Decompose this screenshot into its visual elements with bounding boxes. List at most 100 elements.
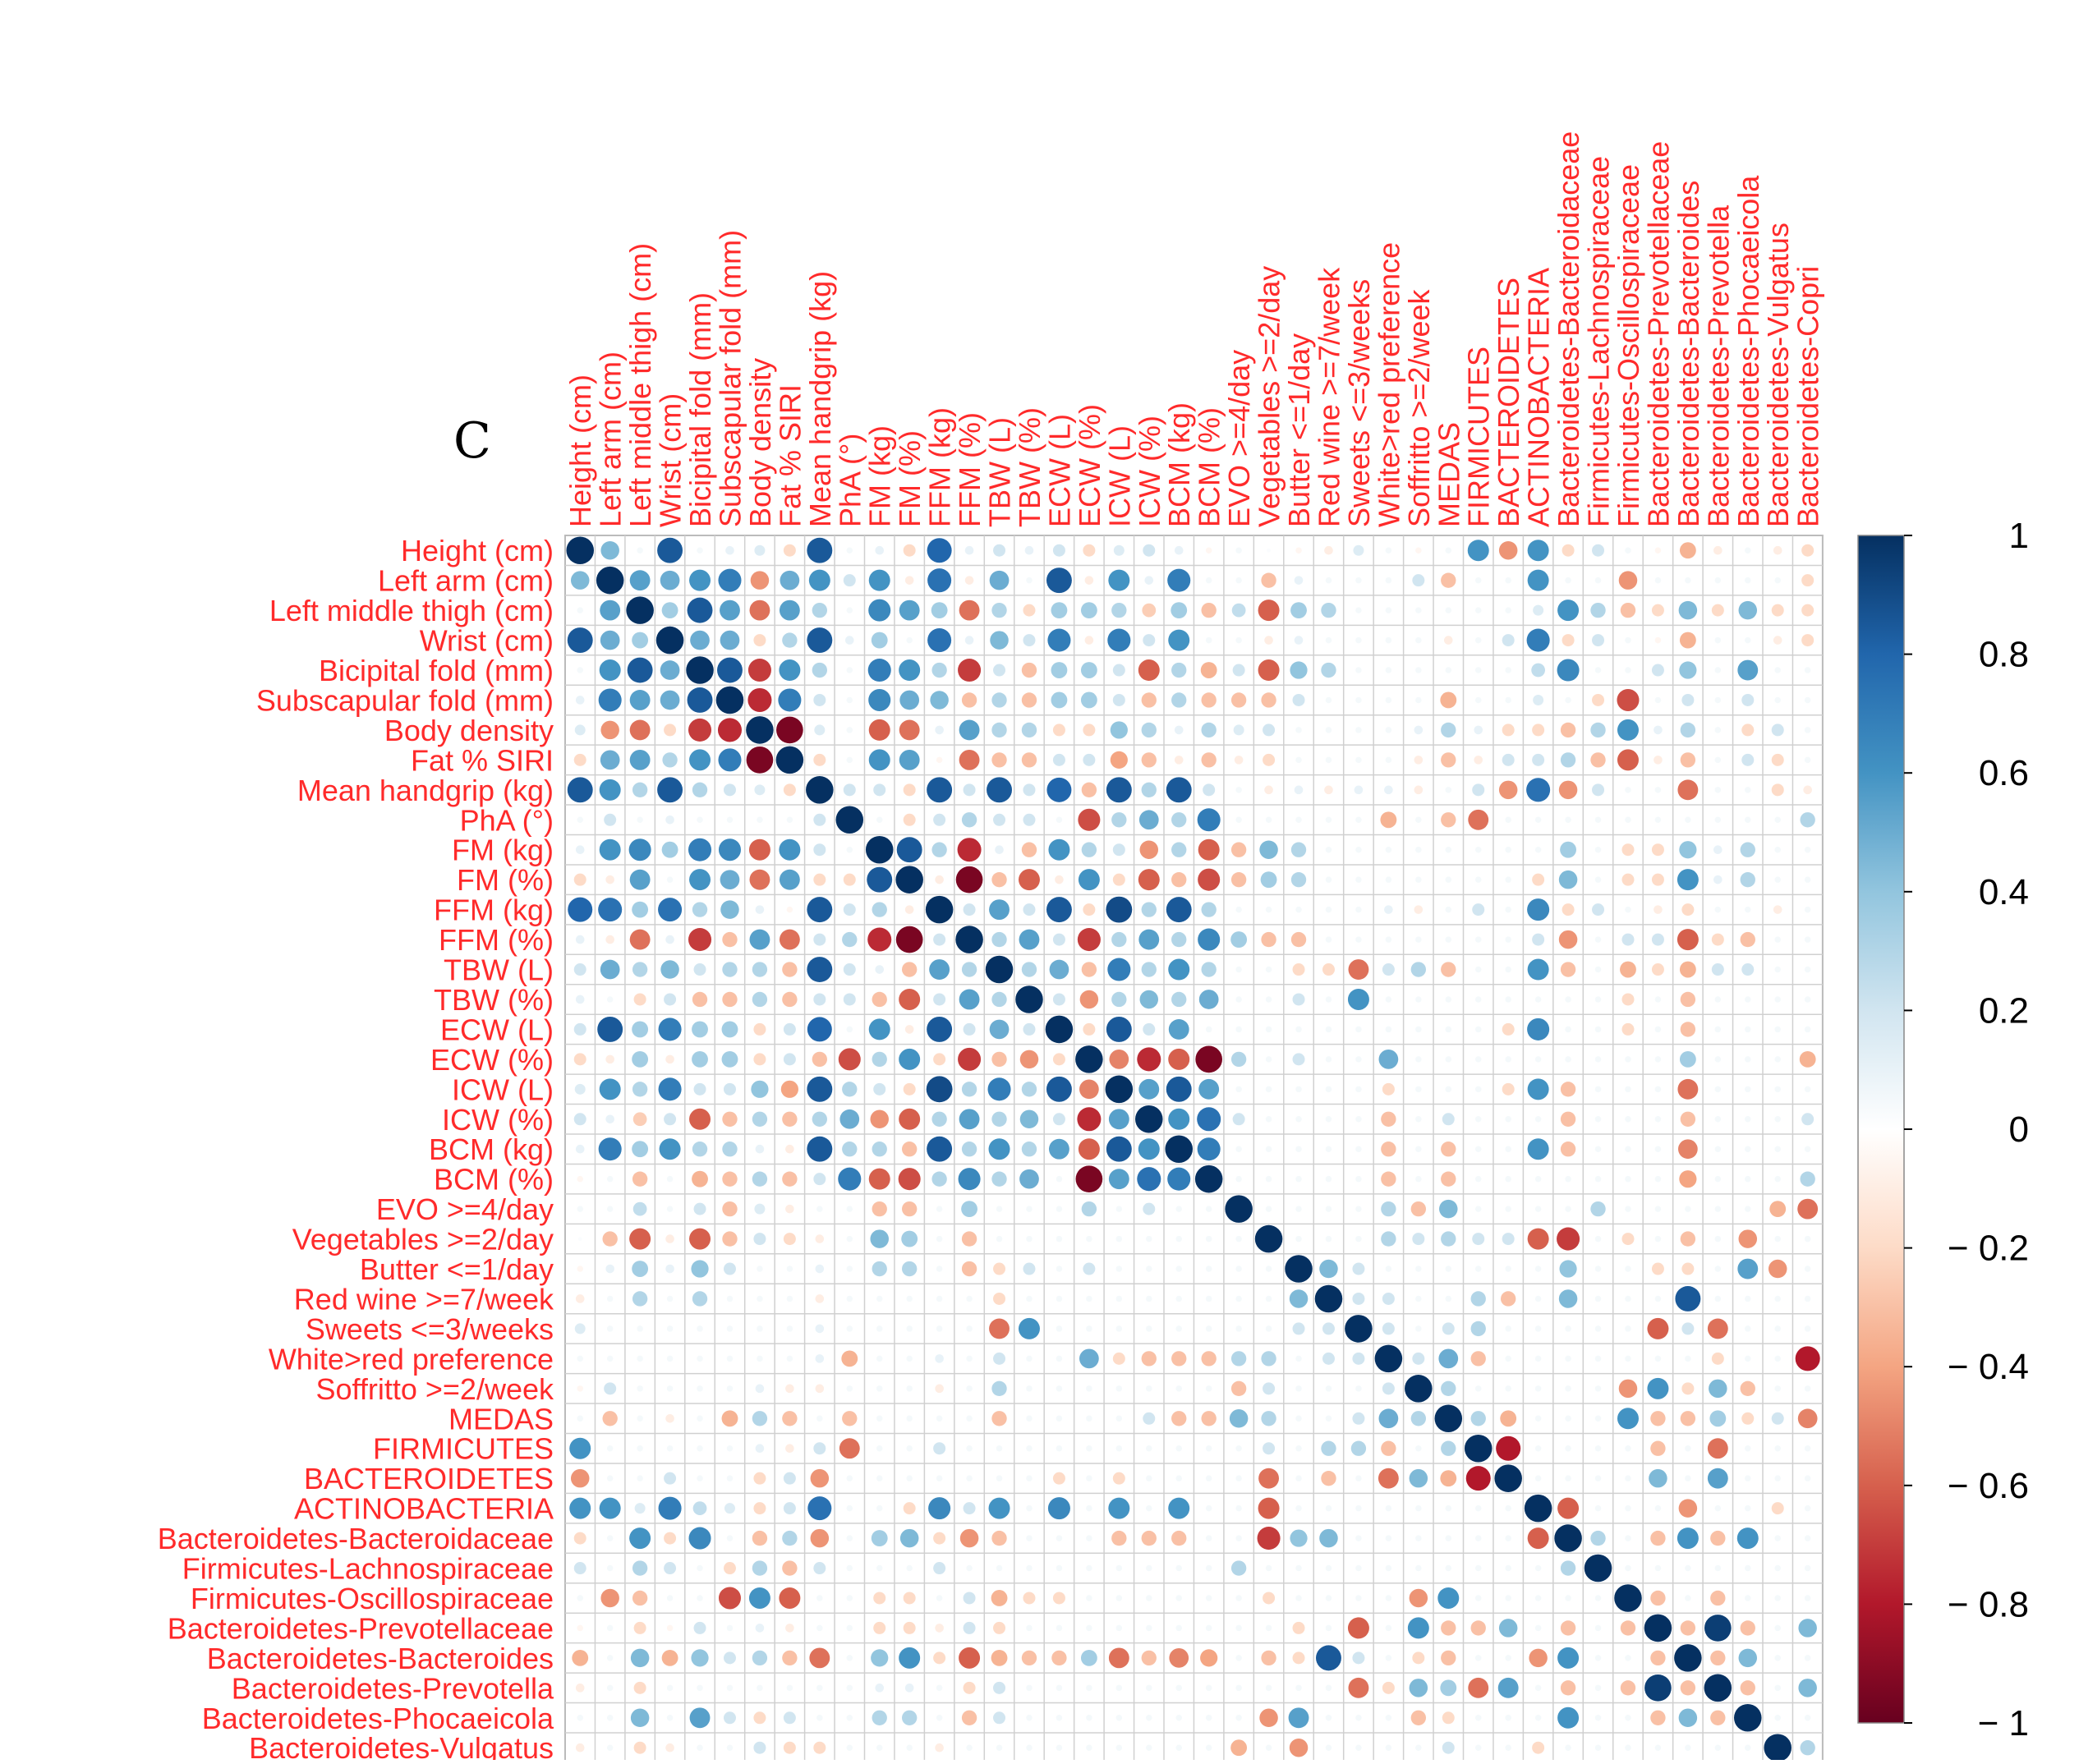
correlation-cell — [843, 873, 856, 886]
correlation-cell — [1167, 1167, 1191, 1191]
correlation-cell — [1804, 1595, 1811, 1601]
row-label: Fat % SIRI — [411, 743, 554, 777]
correlation-cell — [1175, 1715, 1182, 1721]
correlation-cell — [1021, 692, 1037, 708]
correlation-cell — [1046, 897, 1072, 923]
correlation-cell — [1292, 693, 1305, 706]
correlation-cell — [1355, 727, 1362, 733]
correlation-cell — [1474, 996, 1482, 1003]
colorbar: 10.80.60.40.20− 0.2− 0.4− 0.6− 0.8− 1 — [1857, 516, 2029, 1743]
correlation-cell — [752, 1111, 768, 1127]
correlation-cell — [637, 1475, 643, 1481]
correlation-cell — [747, 658, 771, 682]
correlation-cell — [1143, 544, 1156, 557]
correlation-cell — [1295, 547, 1302, 554]
correlation-cell — [1325, 936, 1332, 943]
correlation-cell — [1355, 876, 1362, 883]
correlation-cell — [1295, 1564, 1302, 1572]
correlation-cell — [1355, 906, 1362, 913]
correlation-cell — [846, 1026, 853, 1033]
correlation-cell — [1505, 966, 1511, 973]
correlation-cell — [931, 1171, 947, 1187]
correlation-cell — [606, 996, 614, 1003]
correlation-cell — [1565, 1206, 1571, 1212]
correlation-cell — [1774, 1715, 1781, 1721]
correlation-cell — [1592, 544, 1605, 557]
correlation-cell — [780, 570, 800, 590]
correlation-cell — [1079, 1348, 1099, 1369]
correlation-cell — [1056, 816, 1063, 824]
correlation-cell — [1474, 846, 1482, 853]
column-label: Left arm (cm) — [594, 351, 628, 527]
correlation-cell — [1319, 1259, 1338, 1279]
correlation-cell — [815, 1384, 825, 1394]
correlation-cell — [1441, 1620, 1456, 1636]
correlation-cell — [664, 1562, 677, 1575]
correlation-cell — [1141, 902, 1157, 917]
correlation-cell — [1295, 1415, 1302, 1422]
correlation-cell — [1442, 1322, 1455, 1335]
correlation-cell — [1592, 783, 1605, 797]
correlation-cell — [1650, 1440, 1666, 1456]
correlation-cell — [1797, 1408, 1818, 1429]
correlation-cell — [1527, 1018, 1550, 1040]
correlation-cell — [1474, 1655, 1482, 1661]
correlation-cell — [1681, 1382, 1695, 1395]
correlation-cell — [1026, 1504, 1033, 1512]
column-label: Sweets <=3/weeks — [1342, 279, 1376, 527]
correlation-cell — [1345, 1315, 1373, 1343]
correlation-cell — [835, 806, 864, 834]
correlation-cell — [935, 875, 944, 884]
correlation-cell — [809, 1647, 830, 1669]
correlation-cell — [1141, 692, 1157, 708]
correlation-cell — [1026, 1684, 1033, 1692]
correlation-cell — [720, 870, 740, 890]
correlation-cell — [1021, 962, 1037, 977]
correlation-cell — [1295, 1206, 1302, 1212]
correlation-cell — [1534, 1445, 1542, 1452]
correlation-cell — [1557, 1707, 1580, 1729]
correlation-cell — [783, 783, 796, 797]
correlation-cell — [1470, 1411, 1486, 1426]
correlation-cell — [1139, 840, 1159, 859]
correlation-cell — [568, 897, 593, 922]
correlation-cell — [697, 547, 703, 554]
correlation-cell — [1146, 1475, 1152, 1481]
correlation-cell — [659, 1138, 681, 1160]
column-label: Subscapular fold (mm) — [713, 230, 747, 527]
correlation-cell — [1713, 545, 1723, 555]
correlation-cell — [1534, 1684, 1542, 1692]
correlation-cell — [1505, 1206, 1511, 1212]
correlation-cell — [1651, 1262, 1664, 1275]
correlation-cell — [658, 898, 683, 922]
correlation-cell — [1171, 931, 1187, 948]
correlation-cell — [1625, 1295, 1631, 1302]
correlation-cell — [1052, 1113, 1065, 1126]
correlation-cell — [1415, 996, 1422, 1003]
correlation-cell — [964, 636, 974, 645]
correlation-cell — [1618, 571, 1638, 590]
correlation-cell — [783, 1472, 796, 1485]
correlation-cell — [1166, 777, 1192, 803]
correlation-cell — [1738, 600, 1758, 620]
correlation-cell — [1139, 990, 1159, 1009]
correlation-cell — [1560, 841, 1576, 858]
correlation-cell — [1474, 1744, 1482, 1751]
correlation-cell — [1442, 1741, 1455, 1754]
correlation-cell — [1171, 1411, 1187, 1426]
correlation-cell — [899, 1108, 921, 1130]
correlation-cell — [688, 718, 712, 742]
correlation-cell — [996, 1564, 1003, 1572]
correlation-cell — [605, 1264, 614, 1274]
correlation-cell — [1023, 1022, 1036, 1036]
correlation-cell — [1235, 1535, 1242, 1541]
correlation-cell — [1295, 1026, 1302, 1033]
row-label: PhA (°) — [460, 803, 554, 837]
correlation-cell — [1804, 1535, 1811, 1541]
correlation-cell — [1468, 809, 1489, 830]
correlation-cell — [993, 664, 1006, 677]
correlation-cell — [1441, 722, 1456, 738]
correlation-cell — [1168, 1108, 1190, 1130]
correlation-cell — [961, 812, 977, 828]
correlation-cell — [1745, 636, 1751, 644]
